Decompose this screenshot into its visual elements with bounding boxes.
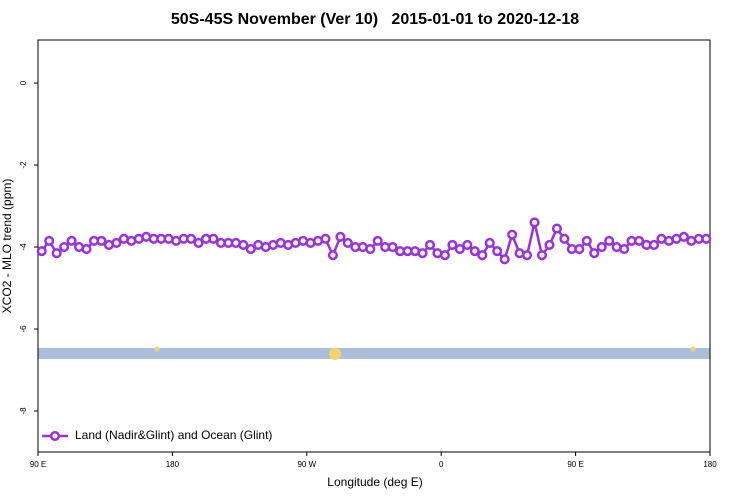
x-tick-label: 180 bbox=[703, 460, 717, 469]
legend-marker bbox=[49, 430, 61, 442]
data-point bbox=[581, 235, 592, 246]
glint-marker bbox=[690, 346, 696, 352]
data-point bbox=[439, 250, 450, 261]
data-point bbox=[447, 239, 458, 251]
data-point bbox=[536, 250, 548, 261]
data-point bbox=[238, 239, 249, 251]
data-point bbox=[320, 233, 331, 244]
data-point bbox=[559, 233, 570, 244]
x-tick-label: 90 W bbox=[297, 460, 316, 469]
data-point bbox=[462, 239, 473, 251]
legend-label: Land (Nadir&Glint) and Ocean (Glint) bbox=[75, 428, 272, 442]
data-point bbox=[544, 239, 555, 251]
data-point bbox=[59, 241, 70, 253]
data-point bbox=[44, 235, 55, 246]
glint-marker bbox=[154, 346, 160, 352]
data-point bbox=[484, 237, 495, 248]
y-tick-label: -4 bbox=[19, 243, 28, 251]
y-tick-label: -6 bbox=[19, 325, 28, 333]
data-point bbox=[589, 248, 600, 259]
data-point bbox=[469, 246, 480, 257]
x-tick-label: 90 E bbox=[30, 460, 46, 469]
data-point bbox=[522, 250, 533, 261]
data-point bbox=[634, 235, 645, 246]
data-point bbox=[529, 217, 540, 228]
y-tick-label: -2 bbox=[19, 161, 28, 169]
x-axis-title: Longitude (deg E) bbox=[327, 475, 422, 489]
data-point bbox=[193, 237, 204, 248]
data-point bbox=[619, 244, 630, 255]
data-point bbox=[499, 254, 510, 265]
data-point bbox=[551, 223, 562, 234]
plot-frame bbox=[37, 39, 711, 453]
data-point bbox=[186, 233, 197, 244]
data-point bbox=[701, 233, 712, 244]
data-point bbox=[111, 237, 122, 248]
data-point bbox=[477, 250, 488, 261]
data-point bbox=[604, 235, 615, 246]
x-tick-label: 90 E bbox=[567, 460, 583, 469]
data-point bbox=[372, 235, 383, 246]
x-tick-label: 180 bbox=[166, 460, 180, 469]
data-point bbox=[96, 235, 107, 246]
data-point bbox=[365, 244, 376, 255]
data-point bbox=[424, 239, 436, 251]
data-point bbox=[417, 248, 428, 259]
y-tick-label: 0 bbox=[19, 80, 28, 85]
data-point bbox=[454, 244, 465, 255]
ocean-band bbox=[38, 348, 710, 359]
chart-title: 50S-45S November (Ver 10) 2015-01-01 to … bbox=[171, 11, 579, 28]
data-point bbox=[648, 239, 660, 251]
data-point bbox=[327, 250, 338, 261]
y-axis-title: XCO2 - MLO trend (ppm) bbox=[0, 179, 14, 314]
data-point bbox=[596, 241, 607, 253]
data-point bbox=[342, 237, 353, 248]
data-point bbox=[208, 233, 219, 244]
data-point bbox=[387, 241, 398, 253]
data-point bbox=[81, 244, 92, 255]
data-point bbox=[335, 231, 346, 242]
data-point bbox=[245, 244, 256, 255]
data-point bbox=[66, 235, 77, 246]
data-point bbox=[51, 248, 62, 259]
data-point bbox=[574, 244, 585, 255]
glint-marker bbox=[329, 348, 341, 360]
data-point bbox=[507, 229, 518, 240]
x-tick-label: 0 bbox=[439, 460, 444, 469]
data-point bbox=[678, 231, 689, 242]
y-tick-label: -8 bbox=[19, 407, 28, 415]
data-point bbox=[492, 246, 503, 257]
data-point bbox=[36, 246, 47, 257]
